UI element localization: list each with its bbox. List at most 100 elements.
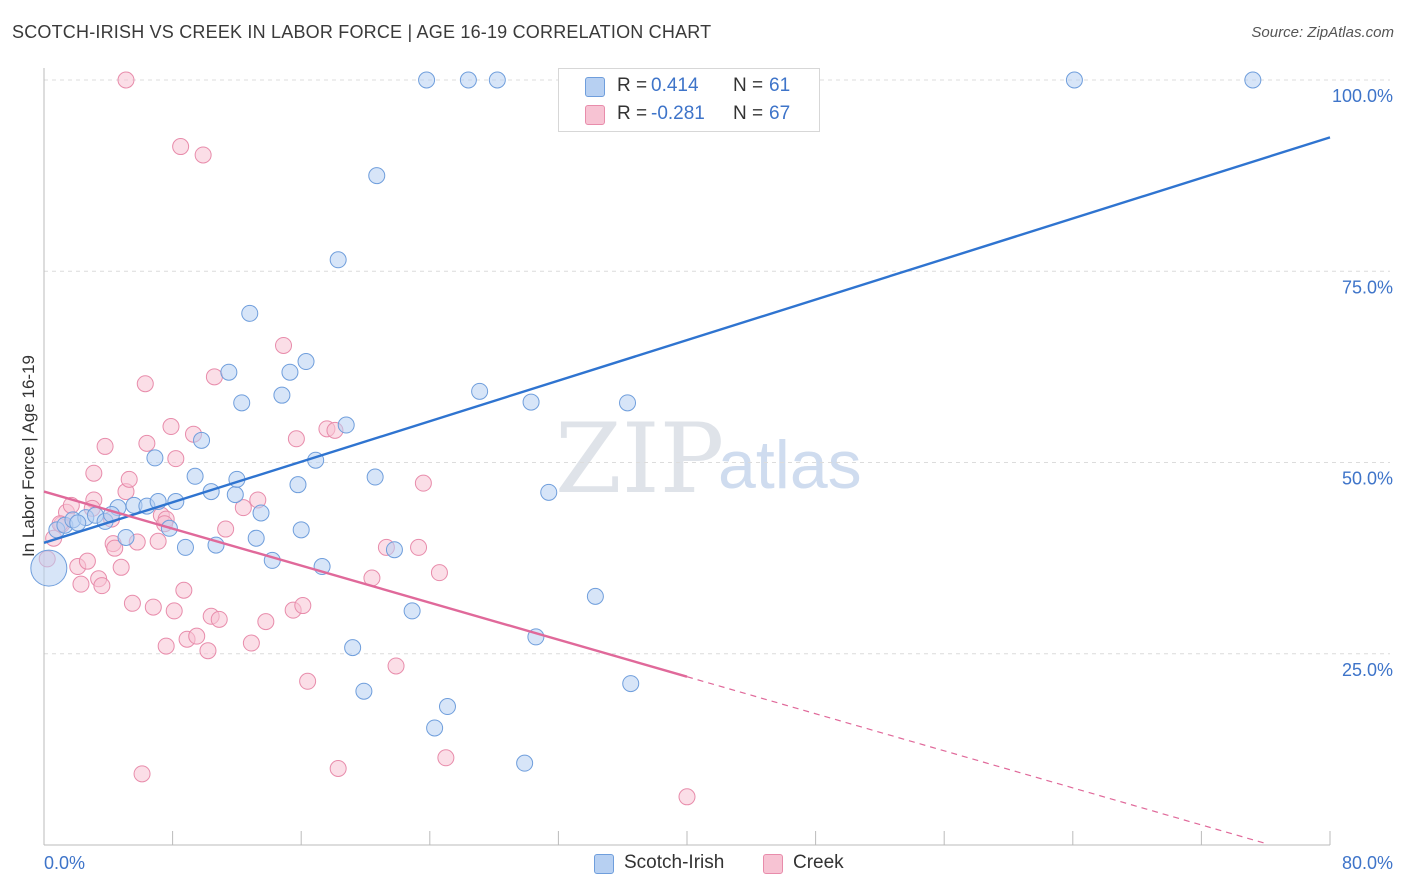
creek-point — [162, 418, 180, 436]
creek-point — [437, 749, 455, 767]
scotch-irish-point — [337, 416, 355, 434]
scotch-irish-point — [273, 386, 291, 404]
creek-point — [72, 575, 90, 593]
scotch-irish-point — [30, 549, 68, 587]
blue-swatch-icon — [585, 77, 605, 97]
axes — [43, 68, 1331, 846]
scotch-irish-point — [186, 467, 204, 485]
scotch-irish-point — [69, 514, 87, 532]
creek-trend-line — [43, 490, 688, 678]
creek-point — [275, 336, 293, 354]
creek-point — [287, 430, 305, 448]
chart-title: SCOTCH-IRISH VS CREEK IN LABOR FORCE | A… — [12, 22, 712, 42]
scotch-irish-point — [471, 382, 489, 400]
scotch-irish-point — [233, 394, 251, 412]
creek-point — [234, 499, 252, 517]
creek-point — [117, 71, 135, 89]
creek-point — [199, 642, 217, 660]
creek-point — [167, 450, 185, 468]
grid-lines — [44, 79, 1390, 655]
n-value: 61 — [769, 75, 791, 96]
creek-point — [93, 577, 111, 595]
x-tick-label-min: 0.0% — [44, 853, 85, 873]
creek-point — [120, 470, 138, 488]
creek-point — [242, 634, 260, 652]
y-tick-label: 75.0% — [1342, 277, 1393, 297]
stats-row-scotch-irish: R = 0.414 N = 61 — [559, 73, 819, 101]
creek-point — [123, 594, 141, 612]
n-value: 67 — [769, 103, 791, 124]
x-tick-label-max: 80.0% — [1342, 853, 1393, 873]
scotch-irish-point — [1065, 71, 1083, 89]
creek-point — [294, 597, 312, 615]
r-label: R = — [617, 103, 648, 124]
watermark-zip: ZIP — [555, 403, 724, 515]
creek-point — [329, 760, 347, 777]
scotch-irish-point — [366, 468, 384, 486]
scotch-irish-point — [289, 476, 307, 494]
scotch-irish-point — [488, 71, 506, 89]
scotch-irish-point — [355, 682, 373, 700]
n-label: N = — [733, 75, 764, 96]
scotch-irish-point — [438, 698, 456, 716]
creek-point — [188, 627, 206, 645]
scotch-irish-point — [622, 675, 640, 693]
creek-point — [172, 138, 190, 156]
r-value: 0.414 — [651, 75, 699, 96]
creek-point — [414, 474, 432, 492]
scotch-irish-point — [540, 483, 558, 501]
n-label: N = — [733, 103, 764, 124]
scotch-irish-point — [586, 587, 604, 605]
r-label: R = — [617, 75, 648, 96]
creek-point — [106, 539, 124, 557]
scotch-irish-point — [292, 521, 310, 539]
watermark: ZIP atlas — [555, 403, 862, 515]
creek-point — [149, 532, 167, 550]
creek-point — [257, 613, 275, 631]
scotch-irish-point — [344, 639, 362, 657]
legend: Scotch-Irish Creek — [0, 852, 1406, 878]
stats-box: R = 0.414 N = 61 R = -0.281 N = 67 — [558, 68, 820, 132]
creek-point — [136, 375, 154, 393]
creek-point — [78, 552, 96, 570]
creek-point — [157, 637, 175, 655]
creek-trend-extension — [686, 676, 1266, 845]
scotch-irish-points — [30, 71, 1262, 772]
source-label: Source: — [1251, 24, 1304, 41]
source-attribution: Source: ZipAtlas.com — [1251, 24, 1394, 41]
scotch-irish-point — [117, 528, 135, 546]
blue-swatch-icon — [594, 854, 614, 874]
pink-swatch-icon — [763, 854, 783, 874]
scotch-irish-point — [418, 71, 436, 89]
tick-labels: 25.0% 50.0% 75.0% 100.0% 0.0% 80.0% — [44, 86, 1393, 873]
pink-swatch-icon — [585, 105, 605, 125]
scotch-irish-point — [516, 754, 534, 772]
scotch-irish-point — [193, 431, 211, 449]
creek-point — [96, 437, 114, 455]
creek-point — [210, 610, 228, 628]
stats-row-creek: R = -0.281 N = 67 — [559, 101, 819, 129]
scotch-irish-point — [247, 529, 265, 547]
scotch-irish-point — [1244, 71, 1262, 89]
creek-point — [217, 520, 235, 538]
creek-point — [387, 657, 405, 675]
creek-point — [165, 602, 183, 620]
scotch-irish-point — [176, 538, 194, 556]
y-tick-label: 25.0% — [1342, 660, 1393, 680]
creek-point — [299, 672, 317, 690]
scotch-irish-point — [252, 504, 270, 522]
y-tick-label: 50.0% — [1342, 469, 1393, 489]
creek-point — [144, 598, 162, 616]
r-value: -0.281 — [651, 103, 705, 124]
legend-label: Scotch-Irish — [624, 852, 725, 873]
watermark-atlas: atlas — [718, 427, 862, 503]
creek-point — [133, 765, 151, 783]
creek-point — [112, 558, 130, 576]
scotch-irish-point — [329, 251, 347, 269]
creek-point — [194, 146, 212, 164]
y-axis-label: In Labor Force | Age 16-19 — [19, 355, 38, 557]
scotch-irish-point — [226, 486, 244, 504]
trend-lines — [43, 136, 1331, 845]
scotch-irish-trend-line — [43, 136, 1331, 544]
scotch-irish-point — [403, 602, 421, 620]
